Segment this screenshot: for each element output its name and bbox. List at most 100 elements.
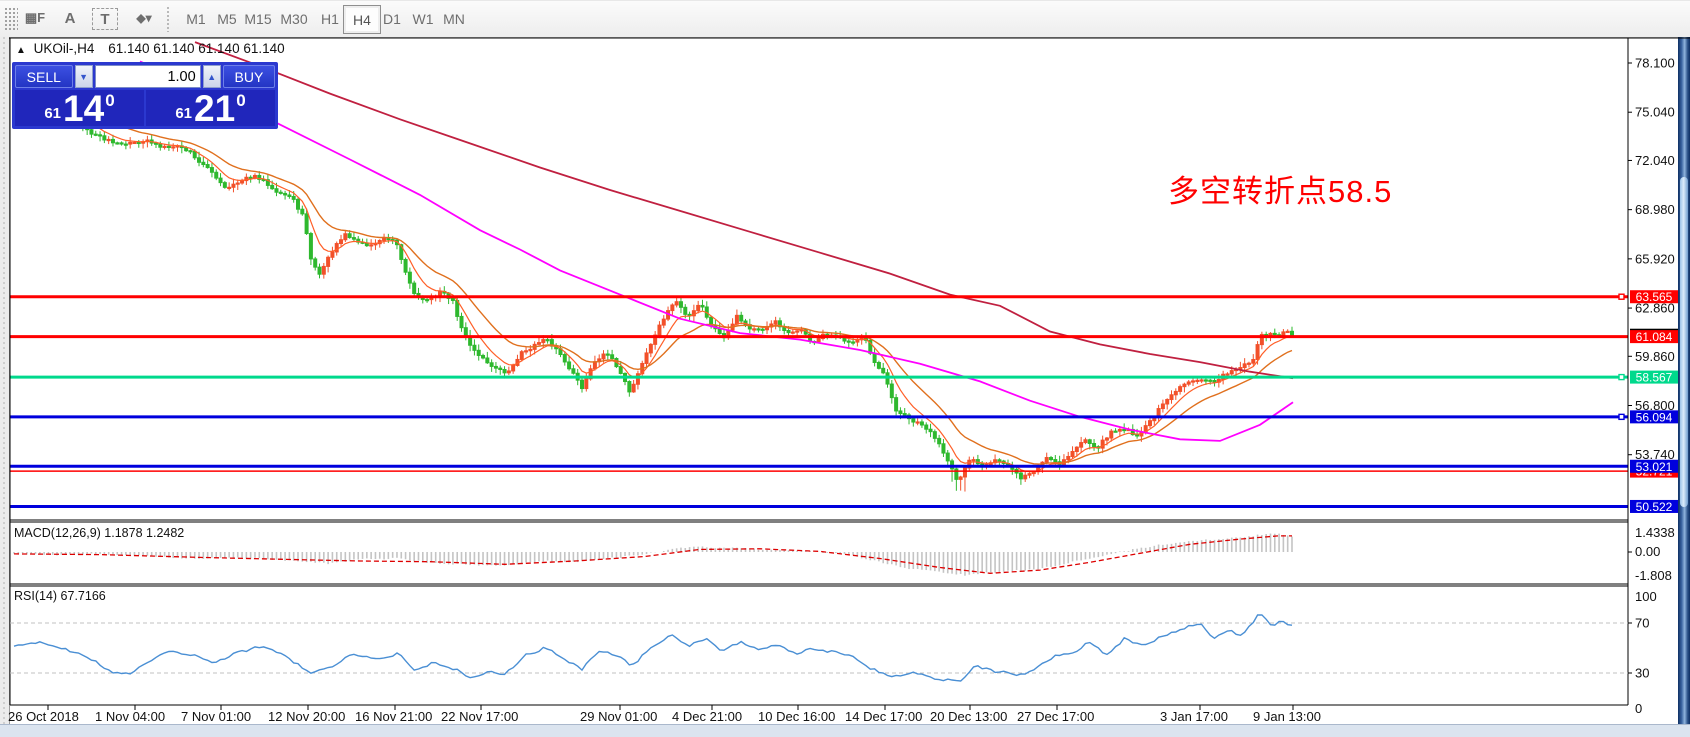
- price-badge-50.522: [1630, 499, 1678, 513]
- tf-m1-button[interactable]: M1: [186, 10, 206, 27]
- rsi-label: RSI(14) 67.7166: [14, 589, 106, 603]
- candle-body: [334, 243, 339, 253]
- candle-body: [1087, 439, 1092, 445]
- bid-price-tile[interactable]: 61 14 0: [15, 90, 144, 127]
- candle-body: [295, 198, 300, 210]
- candle-body: [351, 237, 356, 240]
- candle-body: [481, 354, 486, 359]
- price-tick-label: 53.740: [1635, 447, 1675, 462]
- volume-input[interactable]: [94, 65, 201, 88]
- candle-body: [162, 145, 167, 148]
- tf-h1-button[interactable]: H1: [321, 10, 339, 27]
- candle-body: [958, 476, 963, 480]
- candle-body: [894, 397, 899, 412]
- right-scrollbar[interactable]: [1678, 37, 1690, 737]
- candle-body: [932, 431, 937, 439]
- candle-body: [1135, 434, 1140, 437]
- status-strip: [0, 724, 1690, 737]
- candle-body: [343, 233, 348, 241]
- candle-body: [588, 368, 593, 380]
- candle-body: [924, 424, 929, 430]
- candle-body: [777, 320, 782, 328]
- candle-body: [1053, 459, 1058, 463]
- candle-body: [192, 150, 197, 159]
- price-tick-label: 65.920: [1635, 251, 1675, 266]
- candle-body: [493, 365, 498, 369]
- tf-mn-button[interactable]: MN: [443, 10, 465, 27]
- candle-body: [153, 142, 158, 145]
- tf-h4-button[interactable]: H4: [343, 5, 381, 34]
- tf-d1-button[interactable]: D1: [383, 10, 401, 27]
- price-badge-label: 56.094: [1636, 410, 1673, 424]
- time-label: 16 Nov 21:00: [355, 709, 432, 724]
- one-click-trade-panel: SELL ▼ ▲ BUY 61 14 0 61 21 0: [12, 62, 278, 129]
- toolbar-grip[interactable]: [4, 7, 18, 31]
- candle-body: [308, 233, 313, 260]
- candle-body: [627, 381, 632, 393]
- candle-body: [119, 142, 124, 145]
- candle-body: [403, 258, 408, 273]
- candle-body: [567, 361, 572, 370]
- ask-price-tile[interactable]: 61 21 0: [146, 90, 275, 127]
- time-label: 12 Nov 20:00: [268, 709, 345, 724]
- tf-m30-button[interactable]: M30: [280, 10, 308, 27]
- tf-m5-button[interactable]: M5: [217, 10, 237, 27]
- time-label: 10 Dec 16:00: [758, 709, 835, 724]
- price-badge-61.084: [1630, 330, 1678, 344]
- candle-body: [541, 339, 546, 344]
- candle-body: [967, 459, 972, 469]
- volume-up-button[interactable]: ▲: [202, 65, 221, 88]
- candle-body: [592, 361, 597, 370]
- candle-body: [425, 299, 430, 302]
- candle-body: [339, 239, 344, 245]
- candle-body: [463, 327, 468, 337]
- candle-body: [579, 379, 584, 390]
- text-label-icon[interactable]: A: [64, 9, 76, 27]
- candle-body: [248, 176, 253, 179]
- ma-fast-line: [13, 76, 1293, 473]
- volume-down-button[interactable]: ▼: [74, 65, 93, 88]
- text-box-icon[interactable]: T: [92, 8, 118, 30]
- candle-body: [524, 350, 529, 353]
- candle-body: [528, 348, 533, 352]
- shapes-icon[interactable]: ◆▾: [136, 11, 152, 25]
- time-label: 22 Nov 17:00: [441, 709, 518, 724]
- buy-button[interactable]: BUY: [222, 65, 275, 88]
- candle-body: [773, 320, 778, 325]
- price-badge-63.565: [1630, 290, 1678, 304]
- macd-label: MACD(12,26,9) 1.1878 1.2482: [14, 526, 184, 540]
- tf-m15-button[interactable]: M15: [244, 10, 272, 27]
- candle-body: [571, 368, 576, 374]
- line-end-marker: [1618, 293, 1625, 300]
- price-badge-label: 50.522: [1636, 500, 1673, 514]
- candle-body: [321, 265, 326, 275]
- candle-body: [945, 452, 950, 462]
- candle-body: [635, 373, 640, 385]
- sell-button[interactable]: SELL: [15, 65, 73, 88]
- chart-title: ▲ UKOil-,H4 61.140 61.140 61.140 61.140: [16, 41, 285, 56]
- candle-body: [644, 352, 649, 364]
- price-tick-label: 62.860: [1635, 301, 1675, 316]
- candle-body: [369, 244, 374, 247]
- candle-body: [648, 343, 653, 354]
- candle-body: [158, 143, 163, 148]
- candle-body: [300, 208, 305, 215]
- candle-body: [855, 339, 860, 343]
- candle-body: [197, 157, 202, 163]
- candle-body: [1178, 386, 1183, 392]
- scrollbar-thumb[interactable]: [1680, 177, 1688, 507]
- price-tick-label: 56.800: [1635, 398, 1675, 413]
- candle-body: [330, 251, 335, 258]
- indicator-grid-icon[interactable]: ▦F: [24, 10, 46, 25]
- candle-body: [171, 146, 176, 149]
- candle-body: [115, 142, 120, 145]
- candle-body: [919, 421, 924, 426]
- candle-body: [562, 354, 567, 363]
- line-end-marker: [1618, 413, 1625, 421]
- tf-w1-button[interactable]: W1: [412, 10, 434, 27]
- collapse-triangle-icon[interactable]: ▲: [16, 45, 26, 56]
- candle-body: [93, 133, 98, 136]
- candle-body: [1182, 383, 1187, 388]
